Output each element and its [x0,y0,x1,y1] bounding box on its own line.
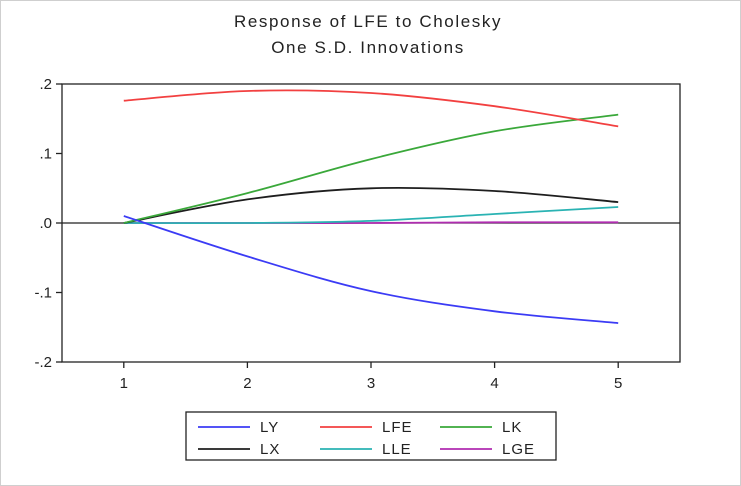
legend-label-ly: LY [260,419,279,436]
y-tick-label: .2 [39,76,52,93]
x-tick-label: 3 [367,375,375,392]
legend-entries: LY LFE LK LX LLE LGE [198,419,535,458]
legend-label-lfe: LFE [382,419,413,436]
legend-label-lge: LGE [502,441,535,458]
y-axis: .2 .1 .0 -.1 -.2 [34,76,62,371]
series-line-lfe [123,89,619,128]
y-tick-label: -.2 [34,354,52,371]
series-line-lx [123,186,619,224]
y-tick-label: .0 [39,215,52,232]
y-tick-label: .1 [39,146,52,163]
chart-title-line-1: Response of LFE to Cholesky [234,12,502,31]
series-lines [123,89,619,324]
legend [185,411,557,461]
x-tick-label: 1 [120,375,128,392]
x-axis: 1 2 3 4 5 [120,362,622,392]
legend-label-lx: LX [260,441,280,458]
x-tick-label: 2 [243,375,251,392]
legend-label-lk: LK [502,419,522,436]
x-tick-label: 5 [614,375,622,392]
series-line-ly [123,215,619,324]
series-line-lle [123,206,619,225]
series-line-lk [123,113,619,224]
y-tick-label: -.1 [34,285,52,302]
x-tick-label: 4 [490,375,498,392]
legend-label-lle: LLE [382,441,412,458]
chart-title-line-2: One S.D. Innovations [271,38,465,57]
